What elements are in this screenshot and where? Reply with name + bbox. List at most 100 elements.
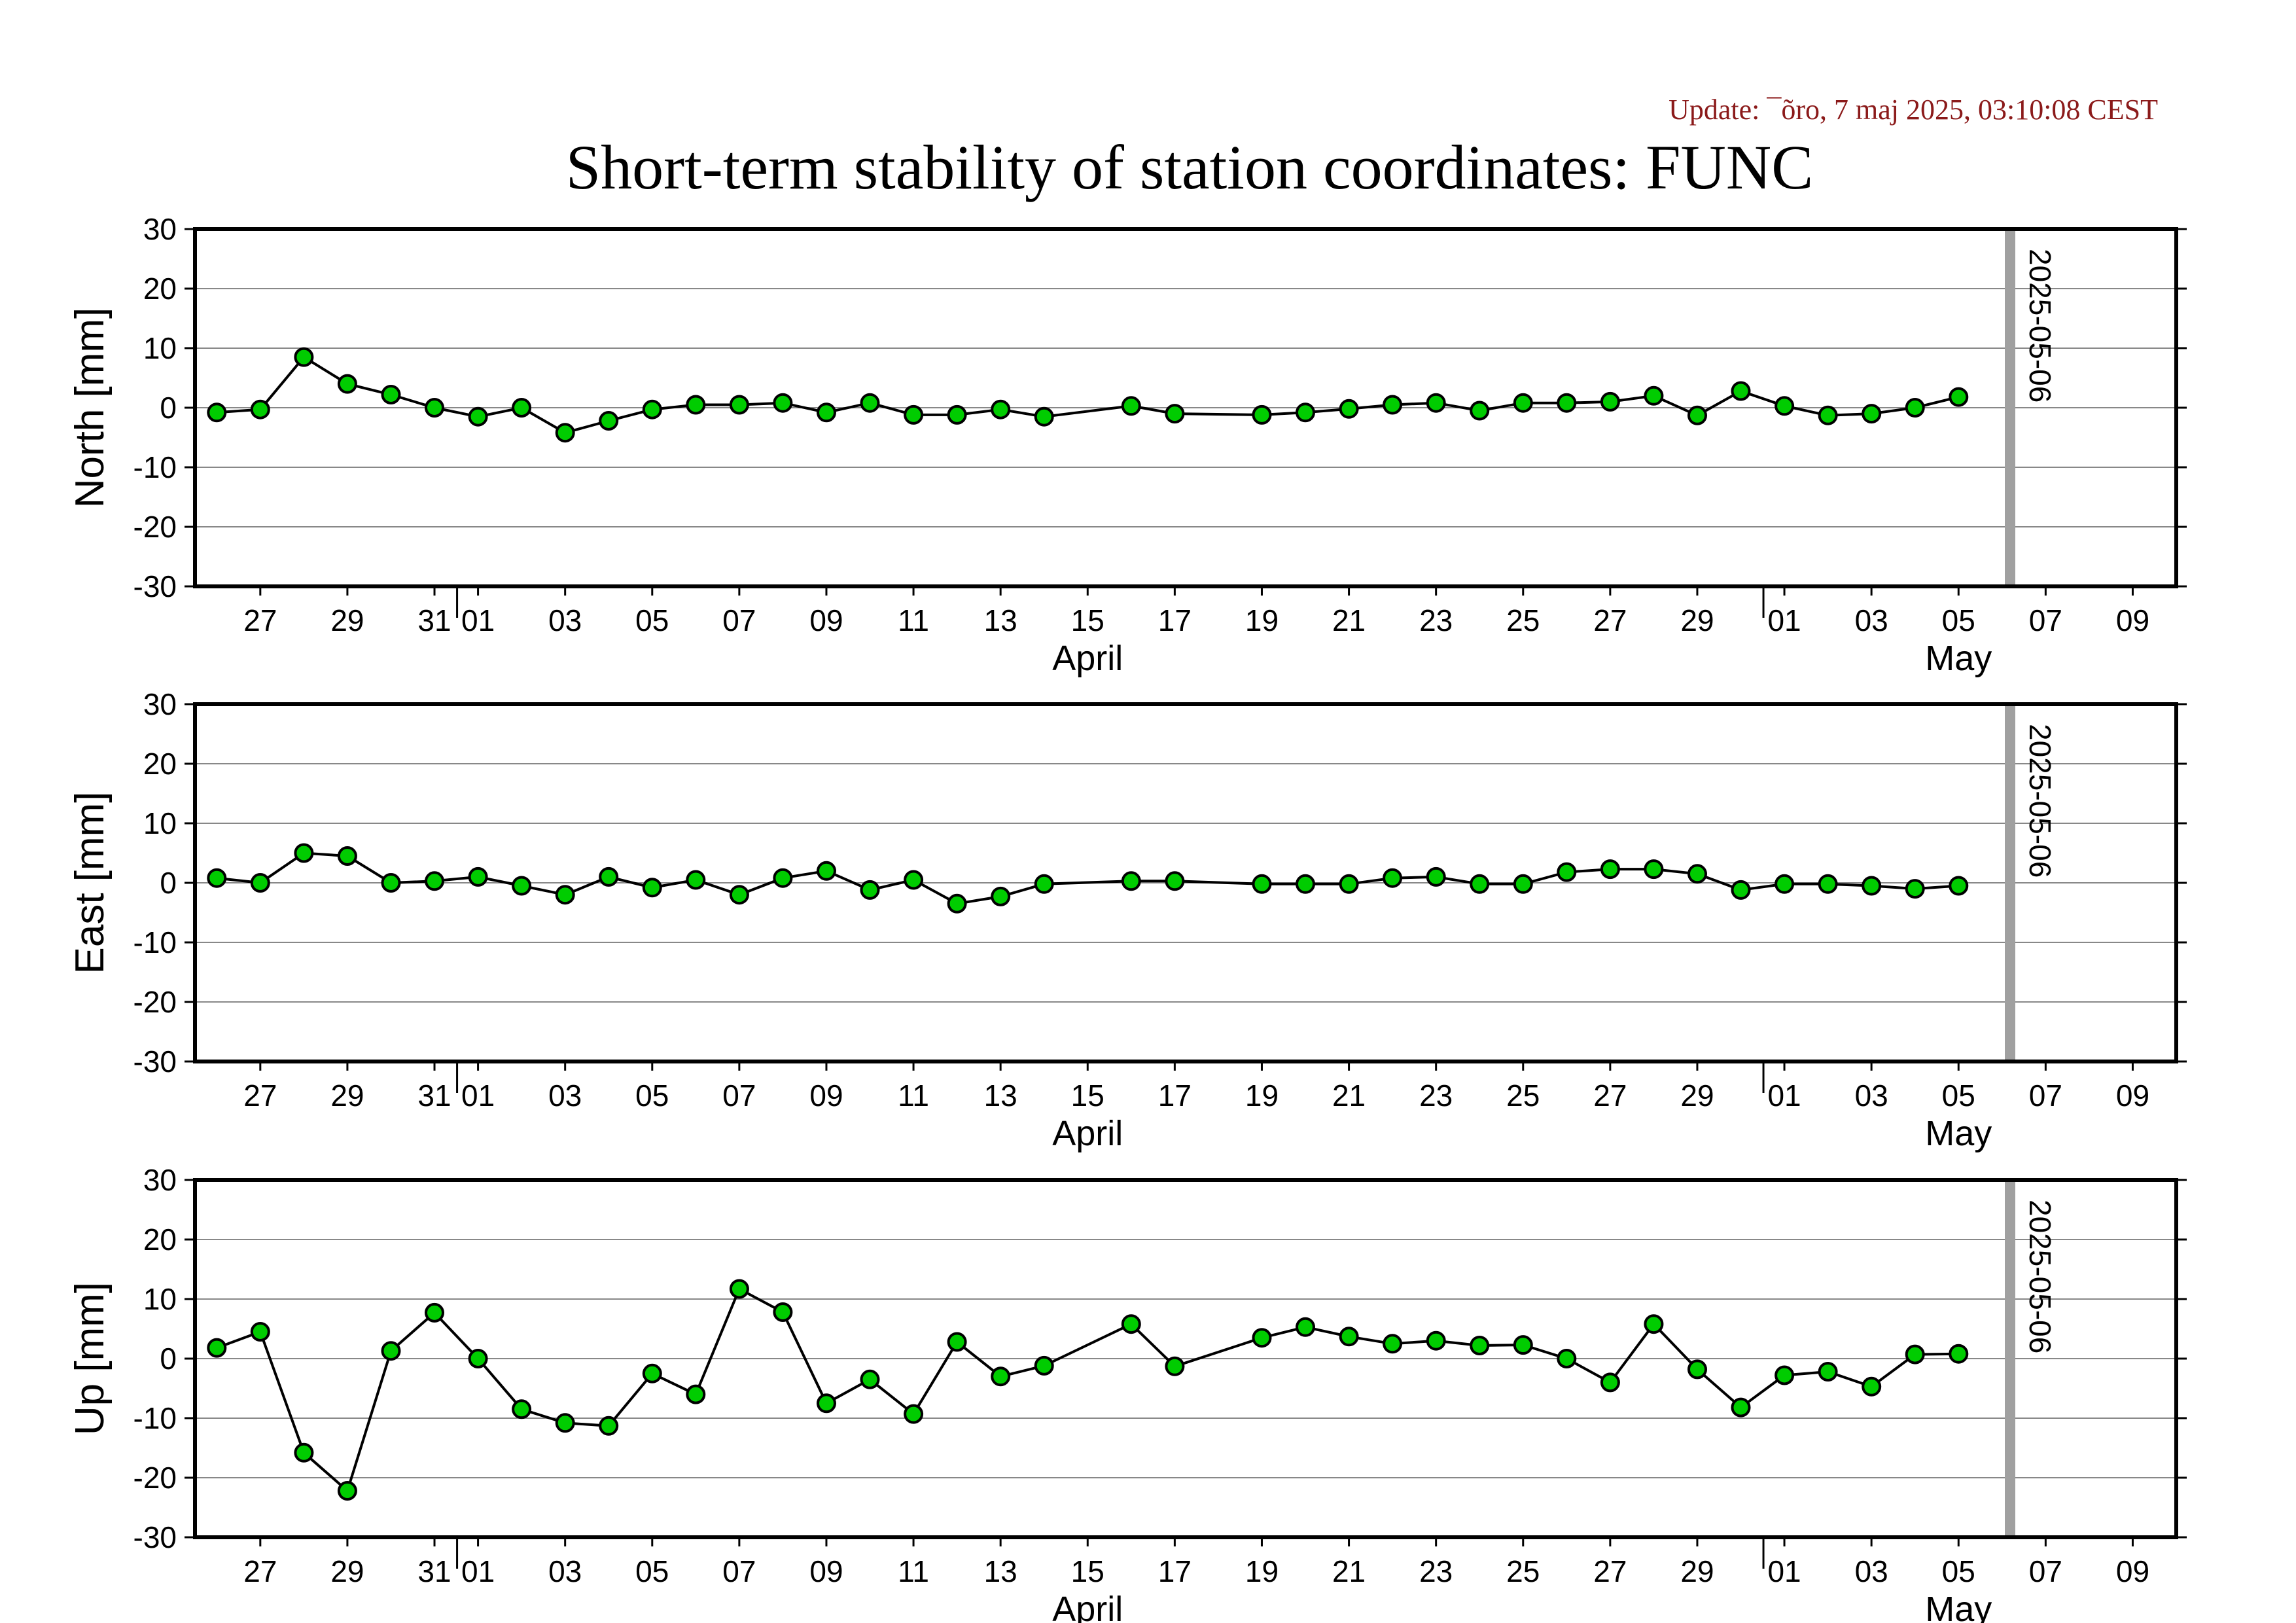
data-point — [860, 1369, 880, 1389]
x-tick-label: 27 — [243, 1079, 277, 1113]
x-tick-label: 29 — [1680, 1554, 1714, 1588]
x-tick-label: 09 — [809, 603, 843, 637]
x-tick-label: 15 — [1071, 1079, 1104, 1113]
data-point — [1600, 1372, 1620, 1393]
data-point — [1426, 1330, 1446, 1351]
data-point — [1383, 1334, 1403, 1354]
x-tick-label: 29 — [330, 1554, 364, 1588]
x-tick-label: 13 — [984, 603, 1017, 637]
y-tick-label: -30 — [133, 569, 177, 603]
x-tick-label: 05 — [635, 1554, 669, 1588]
x-tick-label: 15 — [1071, 1554, 1104, 1588]
x-tick-label: 31 — [417, 603, 451, 637]
y-tick-label: -10 — [133, 450, 177, 484]
x-tick-label: 01 — [461, 1079, 495, 1113]
data-point — [512, 398, 532, 418]
data-point — [1600, 859, 1620, 880]
data-point — [1296, 402, 1315, 423]
data-point — [337, 846, 357, 866]
data-point — [1252, 404, 1272, 425]
data-point — [1600, 391, 1620, 412]
data-point — [381, 385, 401, 404]
x-tick-label: 25 — [1506, 603, 1540, 637]
data-point — [1775, 396, 1795, 416]
data-point — [1383, 395, 1403, 415]
y-tick-label: -20 — [133, 510, 177, 544]
data-point — [599, 411, 619, 431]
x-tick-label: 23 — [1419, 603, 1453, 637]
data-point — [425, 1302, 444, 1323]
data-point — [947, 1332, 967, 1352]
month-label: April — [1052, 1590, 1123, 1623]
x-tick-label: 25 — [1506, 1554, 1540, 1588]
x-tick-label: 03 — [1855, 1079, 1888, 1113]
panel-1: 30 20 10 0 -10 -20 -30 East [mm] 2025-05-06 27 29 3… — [67, 687, 2187, 1153]
x-tick-label: 27 — [243, 1554, 277, 1588]
data-point — [555, 1413, 575, 1433]
panel-0: 30 20 10 0 -10 -20 -30 North [mm] 2025-05-06 27 29… — [67, 212, 2187, 678]
data-point — [1687, 1359, 1707, 1380]
x-tick-label: 09 — [2116, 1554, 2149, 1588]
data-point — [555, 423, 575, 443]
x-tick-label: 19 — [1245, 603, 1279, 637]
x-tick-label: 01 — [1767, 1079, 1801, 1113]
x-tick-label: 09 — [809, 1554, 843, 1588]
x-tick-label: 27 — [1593, 603, 1627, 637]
month-label: April — [1052, 1114, 1123, 1153]
y-tick-label: 30 — [143, 687, 177, 721]
data-point — [860, 393, 880, 413]
y-tick-label: 10 — [143, 331, 177, 365]
data-point — [904, 404, 924, 425]
data-point — [1252, 874, 1272, 894]
y-tick-label: -10 — [133, 1401, 177, 1435]
data-point — [1034, 406, 1054, 427]
x-tick-label: 01 — [1767, 1554, 1801, 1588]
plot-frame — [193, 1178, 2178, 1539]
x-tick-label: 21 — [1332, 1079, 1366, 1113]
data-point — [1165, 1356, 1185, 1376]
x-tick-label: 03 — [1855, 603, 1888, 637]
x-tick-label: 07 — [722, 1554, 756, 1588]
data-point — [1949, 387, 1969, 407]
x-tick-label: 17 — [1158, 603, 1192, 637]
data-point — [468, 1349, 488, 1368]
data-point — [642, 399, 662, 419]
data-point — [294, 347, 314, 367]
x-tick-label: 05 — [1942, 1079, 1975, 1113]
data-point — [294, 1442, 314, 1463]
data-point — [1905, 879, 1925, 899]
data-point — [207, 868, 227, 888]
y-axis-label: Up [mm] — [67, 1282, 113, 1435]
data-point — [337, 374, 357, 394]
x-tick-label: 05 — [635, 1079, 669, 1113]
x-tick-label: 07 — [2029, 1554, 2062, 1588]
data-point — [991, 1366, 1011, 1387]
data-point — [817, 402, 836, 423]
plot-frame — [193, 702, 2178, 1063]
x-tick-label: 07 — [722, 1079, 756, 1113]
x-tick-label: 11 — [898, 1079, 929, 1113]
data-point — [555, 885, 575, 905]
x-tick-label: 03 — [1855, 1554, 1888, 1588]
data-point — [729, 1279, 749, 1299]
data-point — [1165, 404, 1185, 424]
y-tick-label: 20 — [143, 1222, 177, 1257]
x-tick-label: 03 — [548, 1554, 582, 1588]
data-point — [1426, 866, 1446, 887]
data-point — [1470, 401, 1490, 421]
data-point — [294, 843, 314, 863]
data-point — [207, 1338, 227, 1358]
data-point — [250, 399, 270, 419]
month-label: May — [1925, 639, 1992, 678]
data-point — [425, 871, 444, 891]
x-tick-label: 19 — [1245, 1554, 1279, 1588]
x-tick-label: 29 — [330, 1079, 364, 1113]
panels: 30 20 10 0 -10 -20 -30 North [mm] 2025-05-06 27 29… — [67, 212, 2187, 1623]
data-point — [1949, 876, 1969, 896]
data-point — [947, 893, 967, 914]
x-tick-label: 17 — [1158, 1079, 1192, 1113]
data-point — [991, 399, 1011, 419]
data-point — [1775, 1365, 1795, 1385]
y-tick-label: 20 — [143, 272, 177, 306]
